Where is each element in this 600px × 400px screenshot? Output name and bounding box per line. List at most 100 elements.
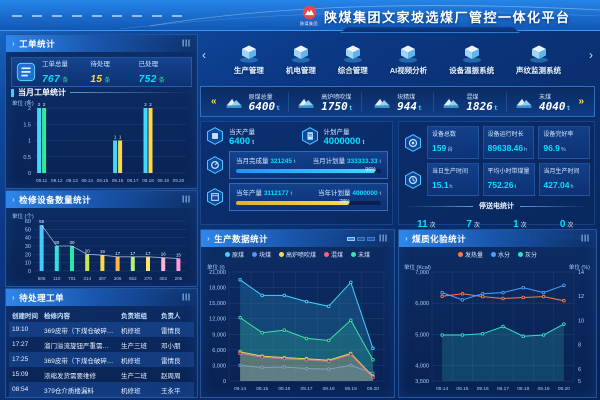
production-chart-title: 生产数据统计 [214,233,269,244]
equipment-stat-box: 平均小时带煤量 752.26t [482,163,535,196]
svg-text:09.12: 09.12 [51,178,63,183]
banner-stat-label: 原煤总量 [248,94,273,101]
power-stat-value: 11 次 [417,219,436,230]
svg-text:09.15: 09.15 [97,178,109,183]
cell-content: 溜门溢流旋钮严重需更换 [44,342,116,350]
svg-text:2: 2 [43,102,46,107]
legend-item[interactable]: 原煤 [224,250,244,259]
more-icon[interactable]: ||| [379,235,388,242]
app-cube-icon [291,45,310,63]
banner-stat: 末煤 4040t [507,92,579,112]
clipboard-icon [16,62,36,82]
chart-period-tab[interactable] [367,236,376,241]
pending-panel-title: 待处理工单 [19,292,65,303]
header-arrow-icon: › [12,293,16,302]
svg-text:09.14: 09.14 [81,178,93,183]
cell-team: 生产二班 [121,372,147,380]
coal-output-banner: « 原煤总量 6400t 高炉喷吹煤 1750t 块精煤 944t [200,86,595,117]
svg-text:3,000: 3,000 [212,363,226,369]
svg-text:60: 60 [25,219,31,225]
nav-next-arrow[interactable]: › [589,48,593,62]
title-underline-decoration [340,27,520,33]
today-output-stat: 当天产量 6400 t [205,126,294,147]
svg-text:5,000: 5,000 [415,332,429,338]
chart-period-tabs [347,236,376,241]
app-cube-icon [343,45,362,63]
table-row: 19:10 369皮带（下煤仓破碎机间皮带）漏料 机修班 雷情良 [9,322,194,337]
equipment-stat-label: 设备完好率 [543,132,574,138]
production-stats-section: 当天产量 6400 t 计划产量 4000000 t [200,121,393,225]
maintenance-panel-title: 检修设备数量统计 [19,194,92,205]
nav-app-item[interactable]: 机电管理 [286,40,316,76]
cell-team: 机修班 [121,357,141,365]
legend-item[interactable]: 水分 [490,250,510,259]
svg-text:19: 19 [100,249,106,254]
header-arrow-icon: › [207,234,211,243]
equipment-stat-value: 752.26t [487,180,517,190]
year-progress-row: 当年产量 3112177 t 当年计划量 4000000 t 78% [205,182,388,211]
svg-text:09.14: 09.14 [234,386,246,392]
month-progress-bar: 96% [236,167,381,173]
legend-item[interactable]: 末煤 [351,250,370,259]
cell-person: 雷情良 [161,357,181,365]
logo-text: 陕煤集团 [300,21,318,26]
svg-text:09.17: 09.17 [497,386,509,392]
svg-text:09.14: 09.14 [436,386,448,392]
svg-text:30: 30 [25,244,31,250]
nav-app-item[interactable]: 设备温振系统 [449,40,494,76]
hexagon-document-icon [301,127,318,146]
pending-panel-header: › 待处理工单 ||| [6,289,197,306]
legend-item[interactable]: 块煤 [251,250,271,259]
equipment-stat-label: 当月生产时间 [543,169,580,175]
company-logo: 陕煤集团 [300,5,318,27]
cell-content: 369皮带（下煤仓破碎机间皮带）漏料 [44,327,118,335]
banner-stat-value: 1826t [466,99,498,113]
workorder-stats-strip: 工单总量 767 条 待处理 15 条 已处理 752 条 [11,57,192,87]
svg-text:17: 17 [115,251,121,256]
quality-chart-title: 煤质化验统计 [412,233,467,244]
svg-text:12: 12 [578,294,584,300]
svg-text:1: 1 [28,139,31,145]
svg-text:2: 2 [28,106,31,112]
workorder-stat: 工单总量 767 条 [42,58,90,87]
more-icon[interactable]: ||| [581,235,590,242]
app-icon-nav: ‹ 生产管理 机电管理 综合管理 A [200,33,595,83]
nav-app-item[interactable]: 综合管理 [338,40,368,76]
nav-app-item[interactable]: 生产管理 [234,40,264,76]
svg-text:单位 (条): 单位 (条) [12,99,34,107]
legend-item[interactable]: 灰分 [518,250,537,259]
svg-text:3,500: 3,500 [415,379,429,385]
nav-prev-arrow[interactable]: ‹ [202,48,206,62]
svg-text:0: 0 [223,379,226,385]
app-cube-icon [529,45,548,63]
more-icon[interactable]: ||| [182,196,191,203]
hexagon-calendar-icon [207,187,223,206]
more-icon[interactable]: ||| [182,294,191,301]
legend-item[interactable]: 发热量 [457,250,483,259]
app-cube-icon [239,45,258,63]
monthly-workorder-chart: 单位 (条) 0 0.5 1 1.5 2 09.11 09.12 09.13 09.14 09.15… [10,98,192,185]
logo-emblem-icon [302,5,316,20]
hexagon-monitor-icon [405,133,421,152]
table-header-row: 创建时间 检修内容 负责班组 负责人 [9,308,194,322]
col-content: 检修内容 [44,313,70,320]
svg-text:40: 40 [25,236,31,242]
more-icon[interactable]: ||| [182,40,191,47]
nav-app-item[interactable]: AI视频分析 [390,40,427,76]
year-progress-bar: 78% [236,199,381,205]
quality-chart-header: › 煤质化验统计 ||| [399,230,596,247]
svg-text:14: 14 [578,270,584,276]
svg-text:09.18: 09.18 [142,178,154,183]
chart-period-tab[interactable] [357,236,366,241]
legend-item[interactable]: 混煤 [324,250,343,259]
workorder-stat-label: 待处理 [90,60,110,68]
col-create-time: 创建时间 [12,313,38,320]
svg-text:701: 701 [68,276,76,281]
cell-team: 机修班 [121,327,141,335]
legend-item[interactable]: 高炉喷吹煤 [278,250,316,259]
svg-text:50: 50 [25,227,31,233]
chart-period-tab[interactable] [347,236,356,241]
svg-text:6: 6 [578,367,581,373]
svg-text:2: 2 [38,102,41,107]
nav-app-item[interactable]: 声纹监测系统 [516,40,561,76]
